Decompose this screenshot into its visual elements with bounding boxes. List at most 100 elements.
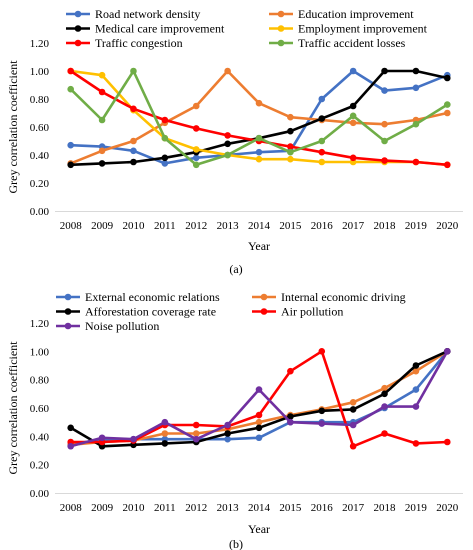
data-point	[130, 67, 137, 75]
legend-marker	[260, 308, 268, 315]
series-noise-pollution	[67, 348, 451, 450]
data-point	[318, 148, 326, 156]
data-point	[318, 137, 326, 145]
x-tick-label: 2011	[154, 220, 176, 232]
legend-label: Traffic accident losses	[298, 36, 406, 50]
x-tick-label: 2008	[60, 502, 83, 514]
data-point	[349, 154, 357, 162]
data-point	[349, 102, 357, 110]
x-tick-label: 2012	[185, 502, 207, 514]
data-point	[98, 88, 106, 96]
data-point	[349, 421, 357, 429]
legend-label: Medical care improvement	[95, 22, 225, 36]
data-point	[318, 407, 326, 415]
legend-item: Internal economic driving	[252, 290, 406, 304]
y-tick-label: 0.20	[30, 178, 50, 190]
chart-panel-b: 0.00 0.20 0.40 0.60 0.80 1.00 1.20 2008 2009 2010…	[6, 290, 463, 550]
data-point	[318, 348, 326, 355]
data-point	[98, 71, 106, 79]
legend-marker	[277, 25, 285, 32]
x-tick-label: 2020	[436, 220, 459, 232]
data-point	[130, 158, 137, 166]
data-point	[318, 158, 326, 166]
x-tick-label: 2010	[122, 220, 145, 232]
data-point	[255, 155, 263, 163]
data-point	[224, 67, 231, 75]
data-point	[349, 406, 357, 413]
x-tick-label: 2009	[91, 502, 114, 514]
x-axis-title: Year	[248, 239, 270, 253]
data-point	[381, 87, 388, 94]
data-point	[224, 430, 231, 437]
legend-label: External economic relations	[85, 290, 220, 304]
legend-marker	[74, 39, 82, 47]
data-point	[444, 74, 451, 82]
legend-item: Education improvement	[269, 7, 414, 21]
data-point	[412, 67, 420, 75]
x-tick-label: 2018	[374, 220, 397, 232]
data-point	[381, 384, 388, 392]
legend: External economic relations Internal econ…	[56, 290, 406, 333]
series-line	[70, 350, 448, 448]
y-axis-title: Grey correlation coefficient	[6, 60, 20, 194]
legend-label: Road network density	[95, 7, 200, 21]
data-point	[381, 390, 388, 398]
data-point	[381, 430, 388, 437]
x-tick-label: 2012	[185, 220, 207, 232]
data-point	[444, 438, 451, 446]
legend-item: Noise pollution	[56, 319, 159, 333]
legend-marker	[277, 10, 285, 18]
y-tick-label: 0.00	[30, 488, 50, 500]
data-point	[287, 148, 294, 156]
legend-item: Afforestation coverage rate	[56, 305, 216, 319]
data-point	[444, 101, 451, 108]
y-tick-label: 0.60	[30, 403, 50, 415]
data-point	[67, 67, 74, 75]
data-point	[161, 418, 169, 426]
data-point	[161, 160, 169, 167]
data-point	[98, 116, 106, 124]
legend-label: Internal economic driving	[281, 290, 406, 304]
data-point	[130, 137, 137, 145]
x-tick-label: 2015	[279, 502, 302, 514]
data-point	[192, 435, 200, 443]
data-point	[412, 403, 420, 410]
data-point	[255, 418, 263, 426]
data-point	[349, 442, 357, 450]
legend-marker	[277, 39, 285, 47]
x-tick-label: 2017	[342, 220, 365, 232]
data-point	[255, 148, 263, 156]
y-tick-label: 0.80	[30, 375, 50, 387]
data-point	[381, 137, 388, 145]
y-tick-label: 1.00	[30, 66, 50, 78]
data-point	[98, 147, 106, 155]
y-tick-label: 1.00	[30, 346, 50, 358]
data-point	[192, 161, 200, 169]
y-tick-label: 0.40	[30, 431, 50, 443]
data-point	[412, 367, 420, 375]
data-point	[287, 418, 294, 426]
data-point	[349, 399, 357, 406]
data-point	[98, 160, 106, 167]
legend-item: External economic relations	[56, 290, 220, 304]
data-point	[67, 141, 74, 149]
y-axis-title: Grey correlation coefficient	[6, 341, 20, 475]
series-line	[70, 349, 448, 448]
x-tick-label: 2011	[154, 502, 176, 514]
series-afforestation-coverage-rate	[67, 348, 451, 450]
data-point	[412, 158, 420, 166]
data-point	[67, 442, 74, 450]
legend-item: Traffic congestion	[66, 36, 183, 50]
data-point	[349, 119, 357, 127]
y-tick-label: 1.20	[30, 318, 50, 330]
legend-item: Air pollution	[252, 305, 343, 319]
data-point	[161, 134, 169, 142]
legend-label: Air pollution	[281, 305, 343, 319]
data-point	[287, 155, 294, 163]
legend-label: Noise pollution	[85, 319, 159, 333]
data-point	[318, 420, 326, 427]
y-tick-label: 1.20	[30, 38, 50, 50]
legend-item: Traffic accident losses	[269, 36, 406, 50]
y-tick-label: 0.00	[30, 206, 50, 218]
